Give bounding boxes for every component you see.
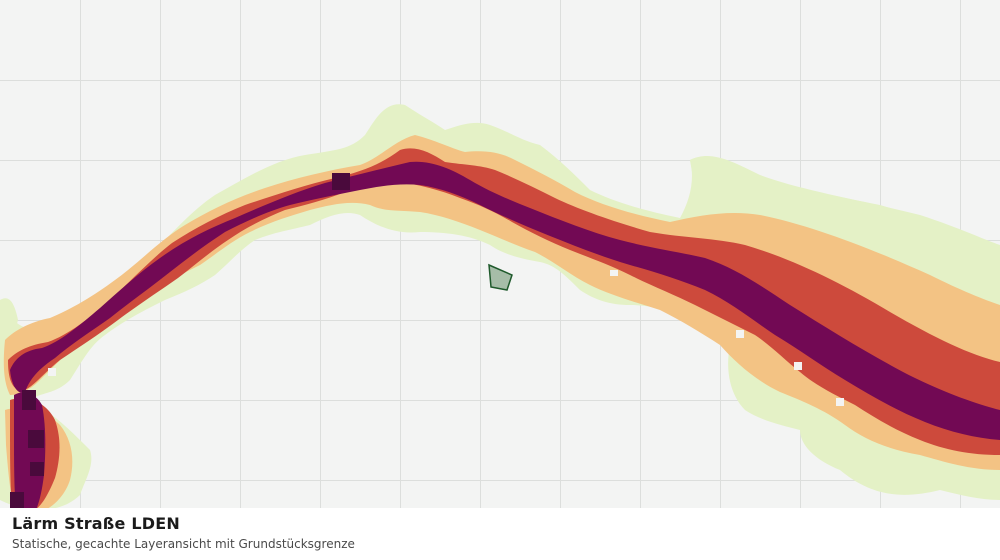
layer-subtitle: Statische, gecachte Layeransicht mit Gru… [12, 537, 355, 551]
noise-band-4 [10, 161, 1000, 510]
layer-caption: Lärm Straße LDEN Statische, gecachte Lay… [0, 508, 1000, 560]
parcel-boundary-icon[interactable] [488, 263, 513, 291]
noise-band-5 [10, 173, 350, 508]
map-gaps [48, 270, 844, 406]
layer-title: Lärm Straße LDEN [12, 514, 180, 533]
